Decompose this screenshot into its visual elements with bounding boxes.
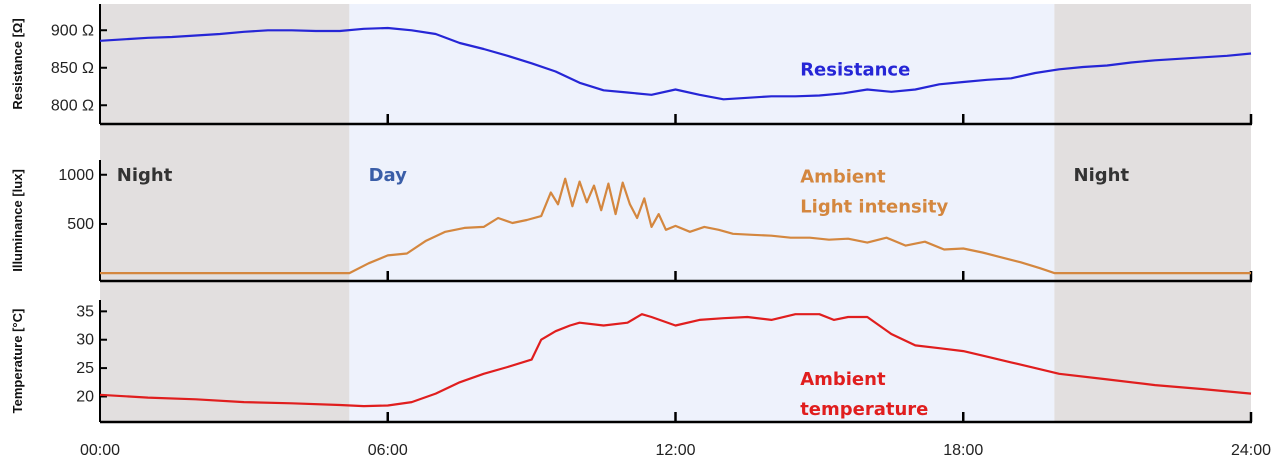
day-night-annotations: Night Day Night <box>117 165 1130 186</box>
y-tick-label: 35 <box>76 303 94 320</box>
x-tick-label: 24:00 <box>1231 442 1271 459</box>
y-tick-label: 1000 <box>58 167 94 184</box>
band-day-1 <box>349 4 1055 422</box>
series-line-0 <box>100 177 1251 275</box>
series-label: temperature <box>800 399 928 420</box>
annotation-day: Day <box>369 165 408 186</box>
annotation-night: Night <box>117 165 173 186</box>
series-line-0 <box>99 26 1252 101</box>
band-night-0 <box>100 4 350 422</box>
x-tick-label: 06:00 <box>368 442 408 459</box>
y-tick-label: 850 Ω <box>51 60 94 77</box>
annotation-night: Night <box>1074 165 1130 186</box>
y-tick-label: 800 Ω <box>51 97 94 114</box>
series-label: Ambient <box>800 167 886 188</box>
y-tick-label: 25 <box>76 360 94 377</box>
y-tick-label: 900 Ω <box>51 22 94 39</box>
x-tick-label: 12:00 <box>655 442 695 459</box>
y-axis-label: Resistance [Ω] <box>10 18 25 109</box>
day-night-bands <box>100 4 1251 422</box>
panel-1: 500 1000 Illuminance [lux] Ambient Light int… <box>10 160 1253 283</box>
panel-0: 800 Ω 850 Ω 900 Ω Resistance [Ω] Resistance <box>10 4 1253 126</box>
series-label: Resistance <box>800 59 910 80</box>
x-axis: 00:00 06:00 12:00 18:00 24:00 <box>80 442 1271 459</box>
series-label: Ambient <box>800 369 886 390</box>
x-tick-label: 18:00 <box>943 442 983 459</box>
chart-panels: 800 Ω 850 Ω 900 Ω Resistance [Ω] Resistance 5… <box>10 4 1253 424</box>
band-night-2 <box>1054 4 1251 422</box>
y-tick-label: 500 <box>67 216 94 233</box>
series-label: Light intensity <box>800 197 948 218</box>
y-axis-label: Illuminance [lux] <box>10 169 25 272</box>
y-axis-label: Temperature [°C] <box>10 309 25 414</box>
y-tick-label: 30 <box>76 332 94 349</box>
series-line-0 <box>99 313 1252 408</box>
x-tick-label: 00:00 <box>80 442 120 459</box>
y-tick-label: 20 <box>76 388 94 405</box>
panel-2: 20 25 30 35 Temperature [°C] Ambient temperatu… <box>10 300 1253 424</box>
